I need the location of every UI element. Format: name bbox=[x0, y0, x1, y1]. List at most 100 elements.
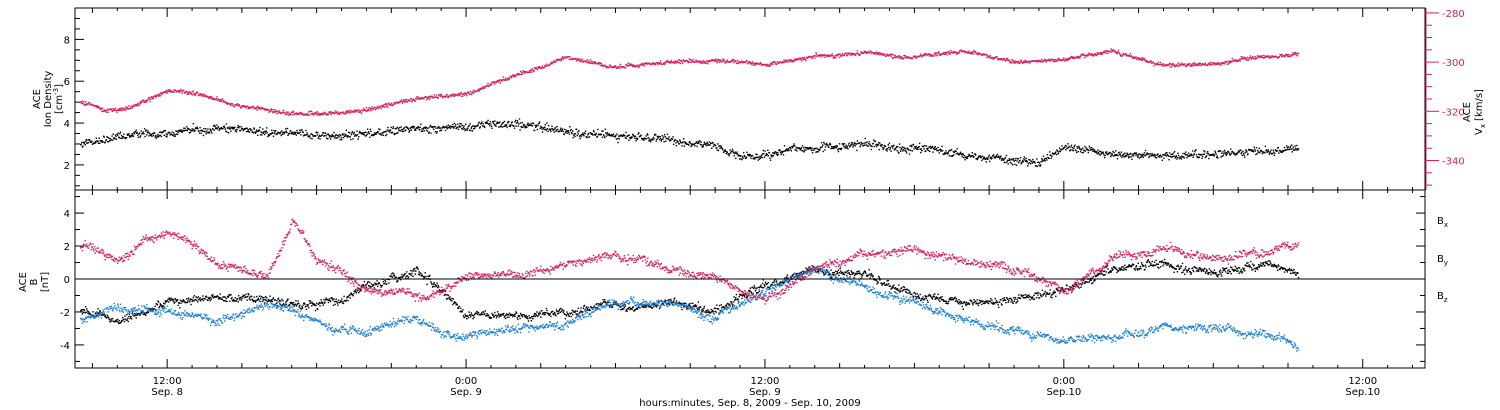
vx-point bbox=[123, 108, 125, 111]
vx-point bbox=[1223, 63, 1226, 65]
density-point bbox=[309, 137, 312, 139]
density-point bbox=[114, 134, 117, 136]
density-point bbox=[1098, 150, 1101, 153]
density-point bbox=[157, 133, 159, 136]
density-point bbox=[850, 144, 852, 146]
density-point bbox=[695, 141, 698, 143]
density-point bbox=[384, 134, 387, 137]
vx-point bbox=[423, 97, 425, 100]
bx-point bbox=[104, 315, 106, 317]
density-point bbox=[364, 132, 366, 134]
bx-point bbox=[164, 300, 166, 302]
density-point bbox=[868, 141, 870, 143]
vx-point bbox=[1191, 63, 1194, 65]
bx-point bbox=[199, 300, 202, 302]
bx-point bbox=[349, 297, 351, 299]
density-point bbox=[909, 145, 911, 147]
density-point bbox=[755, 156, 758, 159]
density-point bbox=[107, 136, 109, 139]
density-point bbox=[467, 125, 470, 128]
density-point bbox=[910, 144, 912, 147]
density-point bbox=[513, 127, 516, 129]
density-point bbox=[837, 150, 840, 153]
density-point bbox=[165, 133, 168, 135]
vx-point bbox=[442, 96, 444, 99]
density-point bbox=[217, 126, 220, 128]
vx-point bbox=[419, 98, 421, 100]
vx-point bbox=[1004, 60, 1007, 62]
density-point bbox=[467, 127, 469, 129]
density-point bbox=[304, 134, 307, 136]
bx-point bbox=[410, 269, 412, 272]
vx-point bbox=[327, 113, 330, 116]
density-point bbox=[208, 132, 211, 134]
bx-point bbox=[404, 273, 406, 275]
vx-point bbox=[460, 91, 462, 94]
density-point bbox=[1244, 156, 1246, 158]
density-point bbox=[900, 148, 902, 151]
density-point bbox=[683, 145, 685, 147]
vx-point bbox=[523, 72, 526, 75]
vx-point bbox=[851, 53, 854, 55]
density-point bbox=[225, 123, 228, 125]
density-point bbox=[917, 146, 920, 149]
density-point bbox=[605, 132, 607, 134]
vx-point bbox=[938, 51, 940, 53]
vx-point bbox=[433, 94, 435, 96]
density-point bbox=[318, 136, 320, 138]
vx-point bbox=[357, 109, 359, 111]
density-point bbox=[615, 134, 617, 137]
density-point bbox=[867, 145, 869, 147]
density-point bbox=[734, 151, 736, 153]
bx-point bbox=[402, 275, 405, 277]
vx-point bbox=[233, 104, 235, 106]
vx-point bbox=[285, 111, 288, 113]
density-point bbox=[1074, 144, 1076, 146]
density-point bbox=[1208, 157, 1210, 160]
bx-point bbox=[271, 299, 273, 301]
density-point bbox=[1136, 154, 1138, 156]
density-point bbox=[824, 146, 827, 148]
vx-point bbox=[139, 102, 142, 105]
vx-point bbox=[1103, 51, 1105, 54]
density-point bbox=[1296, 148, 1299, 150]
vx-point bbox=[1233, 59, 1236, 61]
density-point bbox=[434, 131, 437, 133]
vx-point bbox=[445, 95, 448, 97]
vx-point bbox=[1094, 53, 1097, 55]
density-point bbox=[1070, 144, 1073, 146]
density-point bbox=[220, 127, 222, 130]
density-point bbox=[347, 135, 349, 137]
density-series bbox=[80, 118, 1300, 168]
vx-point bbox=[206, 95, 208, 97]
density-point bbox=[97, 140, 99, 142]
vx-point bbox=[805, 56, 808, 58]
density-point bbox=[595, 133, 597, 135]
density-point bbox=[109, 137, 112, 140]
vx-point bbox=[711, 59, 713, 61]
density-point bbox=[458, 125, 461, 127]
density-point bbox=[689, 141, 691, 143]
density-point bbox=[499, 121, 501, 123]
bx-point bbox=[356, 290, 358, 292]
density-point bbox=[1055, 151, 1057, 153]
vx-point bbox=[386, 105, 388, 107]
bx-point bbox=[261, 300, 263, 303]
density-point bbox=[85, 140, 87, 142]
density-point bbox=[838, 148, 840, 150]
density-point bbox=[754, 156, 757, 159]
density-point bbox=[429, 126, 431, 128]
vx-point bbox=[1111, 50, 1114, 53]
density-point bbox=[156, 135, 159, 137]
bx-point bbox=[149, 308, 151, 310]
density-point bbox=[1123, 156, 1125, 158]
vx-point bbox=[874, 51, 876, 54]
density-point bbox=[1013, 160, 1015, 162]
density-point bbox=[1064, 146, 1066, 148]
vx-point bbox=[531, 71, 533, 73]
vx-point bbox=[372, 109, 374, 111]
density-point bbox=[878, 142, 880, 144]
vx-point bbox=[924, 54, 926, 57]
vx-point bbox=[278, 110, 281, 112]
vx-point bbox=[1103, 50, 1106, 52]
